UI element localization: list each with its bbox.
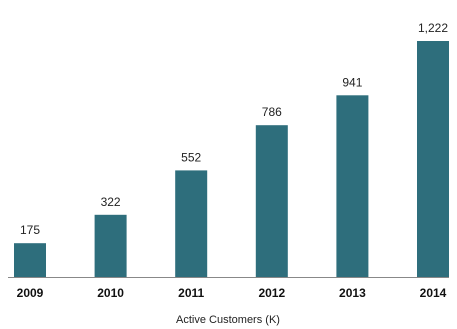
data-label-2012: 786 [262, 105, 282, 119]
data-label-2010: 322 [101, 195, 121, 209]
bar-2009 [14, 243, 46, 277]
x-tick-labels-layer: 2009 2010 2011 2012 2013 2014 [17, 286, 447, 300]
x-tick-label-2011: 2011 [178, 286, 204, 300]
x-tick-label-2012: 2012 [258, 286, 285, 300]
x-tick-label-2009: 2009 [17, 286, 44, 300]
x-tick-label-2014: 2014 [420, 286, 447, 300]
x-axis-title: Active Customers (K) [176, 314, 280, 326]
bar-2011 [175, 170, 208, 277]
data-label-2013: 941 [342, 75, 362, 89]
x-tick-label-2013: 2013 [339, 286, 366, 300]
bar-2014 [417, 41, 449, 277]
data-label-2009: 175 [20, 223, 40, 237]
x-tick-label-2010: 2010 [97, 286, 124, 300]
data-labels-layer: 175 322 552 786 941 1,222 [20, 21, 448, 237]
data-label-2011: 552 [181, 150, 201, 164]
bars-layer [14, 41, 449, 277]
bar-2013 [336, 95, 369, 277]
bar-2012 [255, 125, 288, 277]
data-label-2014: 1,222 [418, 21, 448, 35]
bar-2010 [94, 214, 127, 277]
